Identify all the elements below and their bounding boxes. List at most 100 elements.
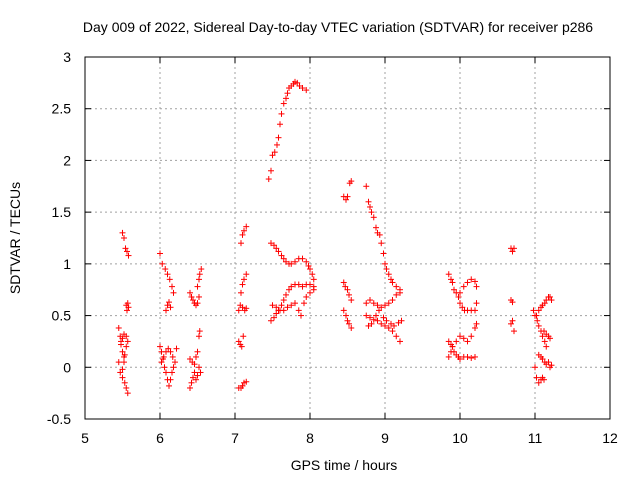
- data-point: [344, 286, 351, 293]
- data-point: [193, 376, 199, 383]
- data-point: [468, 276, 475, 283]
- data-point: [534, 317, 541, 324]
- data-point: [194, 283, 201, 290]
- data-point: [533, 374, 540, 381]
- data-point: [453, 338, 460, 345]
- data-point: [348, 324, 355, 331]
- data-point: [269, 152, 276, 159]
- data-point: [123, 384, 130, 391]
- data-point: [271, 314, 277, 321]
- data-point: [238, 343, 245, 350]
- data-point: [243, 378, 250, 385]
- data-point: [157, 250, 163, 257]
- data-point: [373, 312, 379, 319]
- data-point: [239, 281, 246, 288]
- data-point: [445, 338, 452, 345]
- data-point: [170, 289, 177, 296]
- data-point: [194, 348, 201, 355]
- data-point: [368, 209, 375, 216]
- data-point: [391, 322, 397, 329]
- data-point: [118, 338, 124, 345]
- data-point: [292, 258, 298, 265]
- data-point: [288, 283, 295, 290]
- data-point: [511, 328, 517, 335]
- y-tick-label: 1: [63, 256, 71, 272]
- data-point: [310, 276, 317, 283]
- data-point: [451, 286, 457, 293]
- data-point: [530, 307, 537, 314]
- data-point: [368, 320, 375, 327]
- data-point: [449, 279, 456, 286]
- data-point: [188, 379, 195, 386]
- data-point: [119, 348, 126, 355]
- data-point: [541, 376, 547, 383]
- data-point: [309, 271, 316, 278]
- data-point: [196, 271, 203, 278]
- data-point: [346, 320, 352, 327]
- x-tick-label: 6: [156, 430, 164, 446]
- data-point: [273, 304, 280, 311]
- data-point: [376, 307, 382, 314]
- data-point: [473, 300, 480, 307]
- data-point: [448, 276, 454, 283]
- data-point: [299, 85, 306, 92]
- x-tick-label: 8: [306, 430, 314, 446]
- data-point: [344, 193, 351, 200]
- data-point: [459, 304, 466, 311]
- y-tick-label: 1.5: [52, 204, 72, 220]
- data-point: [169, 283, 175, 290]
- data-point: [166, 276, 173, 283]
- data-point: [307, 289, 313, 296]
- data-point: [457, 333, 463, 340]
- data-point: [163, 307, 169, 314]
- data-point: [373, 224, 379, 231]
- data-point: [235, 338, 242, 345]
- data-point: [278, 252, 285, 259]
- data-point: [115, 359, 122, 366]
- y-tick-label: -0.5: [47, 411, 71, 427]
- data-point: [197, 369, 204, 376]
- data-point: [187, 384, 193, 391]
- data-point: [280, 100, 287, 107]
- data-point: [167, 348, 174, 355]
- data-point: [157, 343, 163, 350]
- data-point: [163, 369, 169, 376]
- data-point: [269, 302, 276, 309]
- data-point: [239, 231, 246, 238]
- data-point: [123, 333, 130, 340]
- data-point: [193, 353, 199, 360]
- data-point: [288, 302, 295, 309]
- data-point: [121, 351, 128, 358]
- data-point: [122, 245, 129, 252]
- data-point: [117, 369, 124, 376]
- chart-title: Day 009 of 2022, Sidereal Day-to-day VTE…: [83, 19, 593, 35]
- grid-layer: [85, 57, 610, 419]
- data-point: [378, 240, 385, 247]
- data-point: [382, 260, 388, 267]
- data-point: [539, 356, 546, 363]
- data-point: [167, 376, 174, 383]
- data-point: [275, 134, 282, 141]
- data-point: [346, 291, 352, 298]
- data-point: [376, 231, 383, 238]
- data-point: [378, 320, 385, 327]
- data-point: [548, 362, 555, 369]
- data-point: [307, 266, 313, 273]
- data-point: [278, 302, 285, 309]
- data-point: [160, 353, 167, 360]
- data-point: [343, 196, 349, 203]
- data-point: [535, 322, 542, 329]
- data-point: [299, 255, 306, 262]
- data-point: [283, 95, 289, 102]
- data-point: [548, 297, 555, 304]
- data-point: [460, 335, 467, 342]
- data-point: [238, 240, 244, 247]
- data-point: [198, 266, 205, 273]
- data-point: [445, 353, 452, 360]
- data-point: [397, 338, 403, 345]
- x-tick-label: 12: [602, 430, 618, 446]
- data-point: [539, 333, 546, 340]
- data-point: [196, 328, 203, 335]
- data-point: [284, 304, 291, 311]
- data-point: [268, 167, 274, 174]
